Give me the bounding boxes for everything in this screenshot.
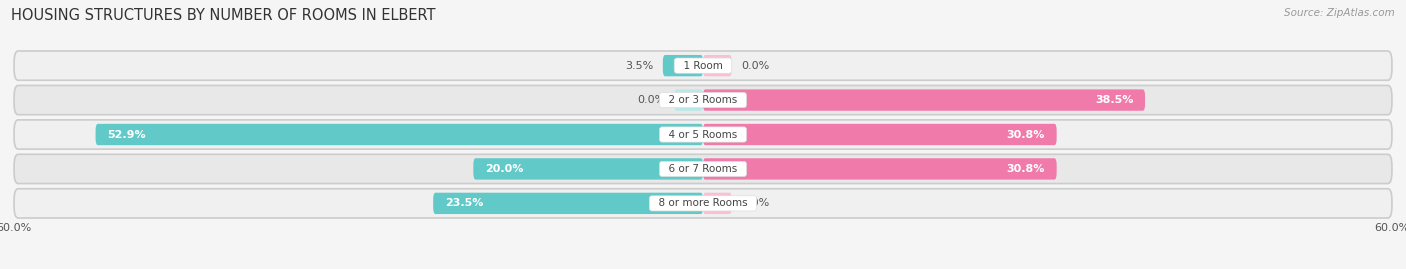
FancyBboxPatch shape bbox=[14, 154, 1392, 183]
Text: Source: ZipAtlas.com: Source: ZipAtlas.com bbox=[1284, 8, 1395, 18]
FancyBboxPatch shape bbox=[14, 51, 1392, 80]
Text: 52.9%: 52.9% bbox=[107, 129, 146, 140]
FancyBboxPatch shape bbox=[14, 86, 1392, 115]
FancyBboxPatch shape bbox=[703, 158, 1057, 180]
Text: 20.0%: 20.0% bbox=[485, 164, 523, 174]
Text: 0.0%: 0.0% bbox=[741, 61, 769, 71]
Text: 1 Room: 1 Room bbox=[676, 61, 730, 71]
FancyBboxPatch shape bbox=[474, 158, 703, 180]
FancyBboxPatch shape bbox=[14, 189, 1392, 218]
Text: 3.5%: 3.5% bbox=[626, 61, 654, 71]
Text: 23.5%: 23.5% bbox=[444, 198, 484, 208]
Text: 0.0%: 0.0% bbox=[741, 198, 769, 208]
FancyBboxPatch shape bbox=[703, 89, 1144, 111]
FancyBboxPatch shape bbox=[662, 55, 703, 76]
FancyBboxPatch shape bbox=[703, 124, 1057, 145]
Text: 6 or 7 Rooms: 6 or 7 Rooms bbox=[662, 164, 744, 174]
Text: 8 or more Rooms: 8 or more Rooms bbox=[652, 198, 754, 208]
FancyBboxPatch shape bbox=[703, 55, 731, 76]
Text: 38.5%: 38.5% bbox=[1095, 95, 1133, 105]
FancyBboxPatch shape bbox=[433, 193, 703, 214]
Text: 0.0%: 0.0% bbox=[637, 95, 665, 105]
Text: 2 or 3 Rooms: 2 or 3 Rooms bbox=[662, 95, 744, 105]
Text: 4 or 5 Rooms: 4 or 5 Rooms bbox=[662, 129, 744, 140]
FancyBboxPatch shape bbox=[14, 120, 1392, 149]
Text: 30.8%: 30.8% bbox=[1007, 129, 1045, 140]
FancyBboxPatch shape bbox=[675, 89, 703, 111]
Text: 30.8%: 30.8% bbox=[1007, 164, 1045, 174]
FancyBboxPatch shape bbox=[96, 124, 703, 145]
FancyBboxPatch shape bbox=[703, 193, 731, 214]
Text: HOUSING STRUCTURES BY NUMBER OF ROOMS IN ELBERT: HOUSING STRUCTURES BY NUMBER OF ROOMS IN… bbox=[11, 8, 436, 23]
